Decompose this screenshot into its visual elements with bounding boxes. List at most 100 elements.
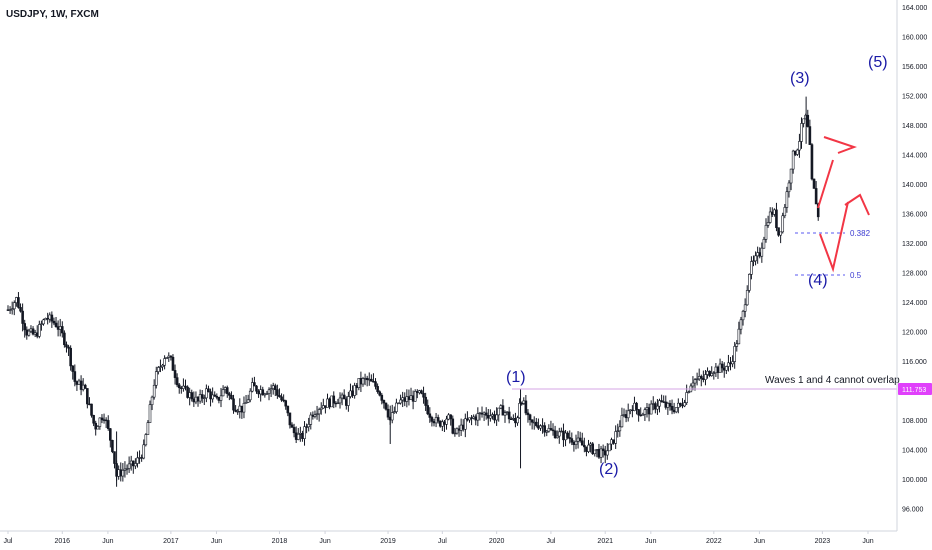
candle-body xyxy=(438,420,442,427)
candle-body xyxy=(647,407,651,415)
candle-body xyxy=(420,390,423,394)
candle-body xyxy=(255,385,258,392)
candle-body xyxy=(482,412,486,415)
candle-body xyxy=(643,409,647,415)
candle-body xyxy=(503,412,507,416)
candle-body xyxy=(121,470,125,477)
candle-body xyxy=(616,430,620,432)
candle-body xyxy=(814,188,818,205)
candle-body xyxy=(649,403,653,415)
candle-body xyxy=(796,149,799,155)
candle-body xyxy=(708,370,711,376)
candle-body xyxy=(608,443,611,452)
candle-body xyxy=(624,414,628,419)
candle-body xyxy=(560,430,563,433)
candle-body xyxy=(73,371,77,382)
arrow-up-head xyxy=(823,136,857,154)
candle-body xyxy=(46,318,49,320)
candle-body xyxy=(75,381,79,385)
candle-body xyxy=(758,252,762,257)
candle-body xyxy=(198,394,202,402)
candle-body xyxy=(428,413,432,418)
candle-body xyxy=(583,444,586,448)
candle-body xyxy=(35,332,39,337)
candle-body xyxy=(236,411,240,413)
candle-body xyxy=(683,402,686,407)
candle-body xyxy=(564,432,567,441)
candle-body xyxy=(432,421,436,424)
candle-body xyxy=(292,427,296,434)
candle-body xyxy=(60,326,64,334)
candle-body xyxy=(92,415,95,424)
candle-body xyxy=(603,450,607,456)
candle-body xyxy=(309,414,313,425)
candle-body xyxy=(284,400,288,407)
candle-body xyxy=(225,387,229,394)
candle-body xyxy=(687,391,691,393)
candle-body xyxy=(372,380,375,383)
candle-body xyxy=(104,419,108,422)
candle-body xyxy=(282,399,285,402)
candle-body xyxy=(541,425,544,427)
x-tick-label: Jun xyxy=(645,538,656,545)
candle-body xyxy=(334,402,338,405)
candle-body xyxy=(146,422,150,435)
candle-body xyxy=(549,428,553,431)
candle-body xyxy=(169,355,173,358)
y-tick-label: 132.000 xyxy=(902,241,927,248)
candle-body xyxy=(315,413,319,416)
candle-body xyxy=(253,382,256,387)
candle-body xyxy=(188,392,191,398)
candle-body xyxy=(332,395,336,404)
candle-body xyxy=(142,444,146,459)
candle-body xyxy=(221,389,225,397)
x-axis[interactable]: Jul 2016 Jun 2017 Jun 2018 Jun 2019 Jul 2020 Jul 20… xyxy=(4,531,874,545)
candle-body xyxy=(177,384,181,389)
candle-body xyxy=(386,408,390,418)
candle-body xyxy=(733,346,736,362)
candle-body xyxy=(595,449,599,451)
y-axis[interactable]: 164.000 160.000 156.000 152.000 148.000 144.0… xyxy=(902,5,927,514)
candle-body xyxy=(770,211,774,215)
candle-body xyxy=(42,319,45,325)
candle-body xyxy=(86,388,89,405)
candle-body xyxy=(403,397,407,402)
candle-body xyxy=(783,207,787,217)
candle-body xyxy=(522,400,526,404)
candle-body xyxy=(514,418,517,424)
candle-body xyxy=(637,409,640,416)
candle-body xyxy=(466,418,469,421)
candle-body xyxy=(365,377,369,381)
candle-body xyxy=(52,320,56,324)
candle-body xyxy=(307,424,310,428)
candle-body xyxy=(526,412,530,416)
candle-body xyxy=(461,424,465,430)
candle-body xyxy=(509,418,513,421)
candle-body xyxy=(545,430,549,433)
candle-body xyxy=(134,463,137,467)
candle-body xyxy=(69,347,72,367)
candle-body xyxy=(626,410,630,419)
candle-body xyxy=(228,393,231,396)
candle-body xyxy=(48,314,52,320)
candle-body xyxy=(495,414,498,421)
candle-body xyxy=(512,418,515,420)
candle-body xyxy=(528,414,532,421)
candle-body xyxy=(56,326,60,330)
candle-body xyxy=(161,364,164,368)
candle-body xyxy=(33,332,37,335)
candle-body xyxy=(699,376,703,379)
candle-body xyxy=(349,390,352,397)
y-tick-label: 108.000 xyxy=(902,418,927,425)
candle-body xyxy=(390,412,394,421)
candle-body xyxy=(319,407,323,410)
candle-body xyxy=(568,437,572,439)
candle-body xyxy=(83,384,87,389)
candle-body xyxy=(572,441,576,445)
candle-body xyxy=(186,386,189,398)
projection-arrows xyxy=(817,136,870,273)
candle-body xyxy=(806,114,810,127)
candle-body xyxy=(23,323,27,331)
candle-body xyxy=(267,389,271,394)
